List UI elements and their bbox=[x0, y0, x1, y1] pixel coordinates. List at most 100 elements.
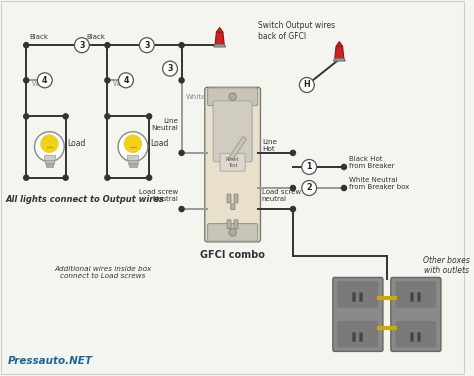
Polygon shape bbox=[336, 41, 343, 46]
Bar bbox=[45, 160, 54, 164]
Circle shape bbox=[146, 174, 152, 181]
Circle shape bbox=[104, 174, 110, 181]
Text: White: White bbox=[186, 94, 207, 100]
Bar bbox=[359, 292, 362, 301]
Circle shape bbox=[74, 38, 89, 53]
Circle shape bbox=[341, 164, 347, 170]
Circle shape bbox=[229, 229, 237, 236]
FancyBboxPatch shape bbox=[227, 194, 231, 203]
Bar bbox=[128, 160, 137, 164]
Circle shape bbox=[23, 113, 29, 120]
FancyBboxPatch shape bbox=[391, 277, 441, 352]
Text: Load screw
Neutral: Load screw Neutral bbox=[139, 188, 178, 202]
Text: White: White bbox=[32, 81, 52, 87]
Circle shape bbox=[118, 132, 148, 162]
FancyBboxPatch shape bbox=[213, 101, 252, 162]
FancyBboxPatch shape bbox=[234, 194, 238, 203]
Polygon shape bbox=[214, 44, 226, 47]
Bar bbox=[417, 292, 420, 301]
FancyBboxPatch shape bbox=[205, 87, 260, 242]
Polygon shape bbox=[217, 27, 223, 32]
Circle shape bbox=[63, 174, 69, 181]
Bar bbox=[359, 332, 362, 341]
Bar bbox=[410, 332, 413, 341]
FancyBboxPatch shape bbox=[208, 88, 258, 106]
Text: Load: Load bbox=[151, 139, 169, 148]
Text: Black: Black bbox=[29, 34, 48, 40]
FancyBboxPatch shape bbox=[231, 204, 235, 209]
Polygon shape bbox=[335, 46, 344, 59]
Text: 4: 4 bbox=[123, 76, 128, 85]
Polygon shape bbox=[229, 136, 246, 160]
FancyBboxPatch shape bbox=[396, 282, 436, 307]
FancyBboxPatch shape bbox=[208, 224, 258, 241]
FancyBboxPatch shape bbox=[396, 322, 436, 347]
Circle shape bbox=[40, 134, 59, 153]
Text: White Neutral
from Breaker box: White Neutral from Breaker box bbox=[348, 177, 409, 190]
Circle shape bbox=[290, 185, 296, 191]
FancyBboxPatch shape bbox=[227, 220, 231, 229]
FancyBboxPatch shape bbox=[333, 277, 383, 352]
FancyBboxPatch shape bbox=[234, 220, 238, 229]
Text: 3: 3 bbox=[167, 64, 173, 73]
FancyBboxPatch shape bbox=[338, 322, 378, 347]
Circle shape bbox=[300, 77, 314, 92]
Text: Other boxes
with outlets: Other boxes with outlets bbox=[422, 256, 469, 275]
Circle shape bbox=[178, 77, 185, 83]
Text: Switch Output wires
back of GFCI: Switch Output wires back of GFCI bbox=[258, 21, 335, 41]
Text: Load screw
neutral: Load screw neutral bbox=[262, 188, 301, 202]
Bar bbox=[129, 164, 137, 167]
FancyBboxPatch shape bbox=[231, 230, 235, 235]
Text: Line
Neutral: Line Neutral bbox=[151, 118, 178, 131]
Bar bbox=[352, 332, 355, 341]
Text: 4: 4 bbox=[42, 76, 47, 85]
FancyBboxPatch shape bbox=[338, 282, 378, 307]
Circle shape bbox=[229, 93, 237, 100]
Polygon shape bbox=[215, 32, 224, 45]
Text: 2: 2 bbox=[306, 183, 312, 193]
Text: White: White bbox=[113, 81, 133, 87]
Text: All lights connect to Output wires: All lights connect to Output wires bbox=[5, 195, 164, 204]
Circle shape bbox=[146, 113, 152, 120]
Circle shape bbox=[302, 159, 317, 174]
Circle shape bbox=[302, 180, 317, 196]
Circle shape bbox=[163, 61, 177, 76]
Circle shape bbox=[341, 185, 347, 191]
Circle shape bbox=[178, 42, 185, 49]
Text: Black: Black bbox=[87, 34, 106, 40]
Circle shape bbox=[124, 134, 142, 153]
Bar bbox=[352, 292, 355, 301]
Circle shape bbox=[139, 38, 154, 53]
Circle shape bbox=[104, 113, 110, 120]
Bar bbox=[410, 292, 413, 301]
Bar bbox=[128, 155, 138, 160]
Bar bbox=[46, 164, 53, 167]
Text: Black Hot
from Breaker: Black Hot from Breaker bbox=[348, 156, 394, 169]
Text: GFCI combo: GFCI combo bbox=[200, 250, 265, 260]
Circle shape bbox=[37, 73, 52, 88]
Circle shape bbox=[104, 42, 110, 49]
Text: Pressauto.NET: Pressauto.NET bbox=[8, 356, 92, 366]
Text: 1: 1 bbox=[306, 162, 312, 171]
Text: Reset: Reset bbox=[226, 158, 239, 162]
Circle shape bbox=[35, 132, 64, 162]
Text: H: H bbox=[303, 80, 310, 89]
Circle shape bbox=[290, 150, 296, 156]
Circle shape bbox=[63, 113, 69, 120]
Text: Load: Load bbox=[67, 139, 85, 148]
Circle shape bbox=[23, 42, 29, 49]
Text: 3: 3 bbox=[79, 41, 85, 50]
Circle shape bbox=[178, 150, 185, 156]
FancyBboxPatch shape bbox=[220, 153, 245, 171]
Circle shape bbox=[290, 206, 296, 212]
Bar bbox=[44, 155, 55, 160]
Text: Line
Hot: Line Hot bbox=[262, 139, 277, 152]
Text: 3: 3 bbox=[144, 41, 150, 50]
Circle shape bbox=[118, 73, 133, 88]
Circle shape bbox=[23, 77, 29, 83]
Polygon shape bbox=[333, 58, 346, 61]
Text: Additional wires inside box
connect to Load screws: Additional wires inside box connect to L… bbox=[54, 266, 151, 279]
Circle shape bbox=[104, 77, 110, 83]
Circle shape bbox=[178, 206, 185, 212]
Circle shape bbox=[23, 174, 29, 181]
